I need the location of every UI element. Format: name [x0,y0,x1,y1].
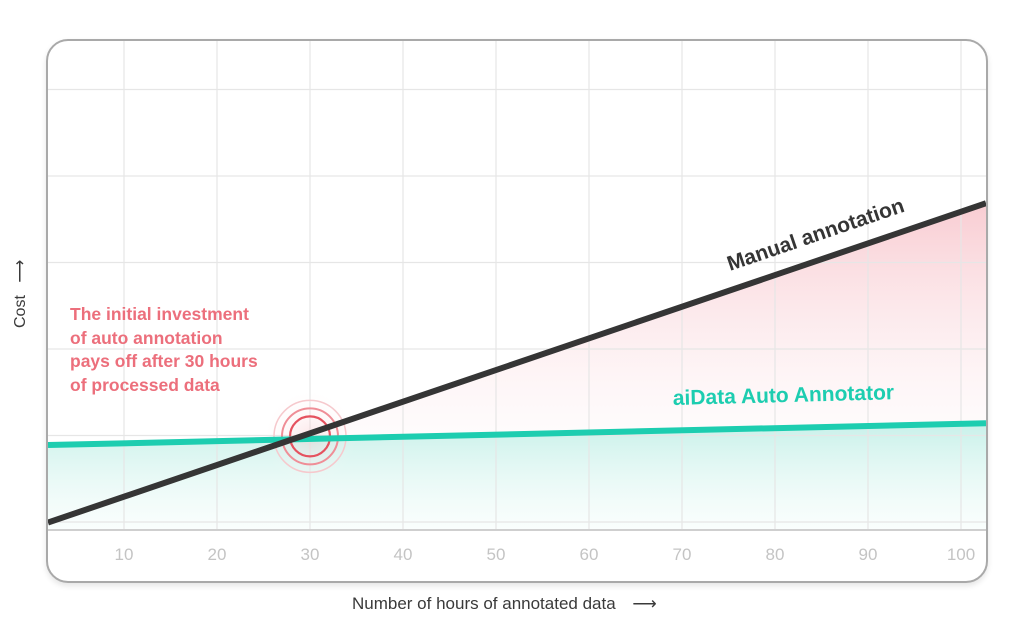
y-axis-label: Cost [12,295,29,328]
series-lines [48,200,986,526]
x-axis-label: Number of hours of annotated data [352,594,616,613]
x-tick-label: 10 [115,545,134,564]
x-tick-label: 80 [766,545,785,564]
callout-line: The initial investment [70,304,249,324]
x-tick-label: 60 [580,545,599,564]
x-tick-label: 90 [859,545,878,564]
callout-annotation: The initial investment of auto annotatio… [70,303,258,397]
y-axis-title: Cost ⟶ [10,238,34,328]
manual-annotation-line [48,200,986,526]
auto-annotator-line [48,420,986,449]
callout-line: of auto annotation [70,327,223,348]
x-tick-label: 40 [394,545,413,564]
y-axis-arrow-icon: ⟶ [12,259,29,283]
callout-line: of processed data [70,374,220,395]
x-tick-label: 20 [208,545,227,564]
x-axis-ticks: 10 20 30 40 50 60 70 80 90 100 [115,545,976,564]
x-tick-label: 50 [487,545,506,564]
x-axis-arrow-icon: ⟶ [632,594,657,613]
x-tick-label: 30 [301,545,320,564]
chart-frame: 10 20 30 40 50 60 70 80 90 100 Manual annotation a… [46,39,988,583]
x-tick-label: 100 [947,545,975,564]
callout-line: pays off after 30 hours [70,351,258,371]
x-tick-label: 70 [673,545,692,564]
chart-plot: 10 20 30 40 50 60 70 80 90 100 Manual annotationa… [48,41,986,564]
x-axis-title: Number of hours of annotated data ⟶ [352,594,657,614]
